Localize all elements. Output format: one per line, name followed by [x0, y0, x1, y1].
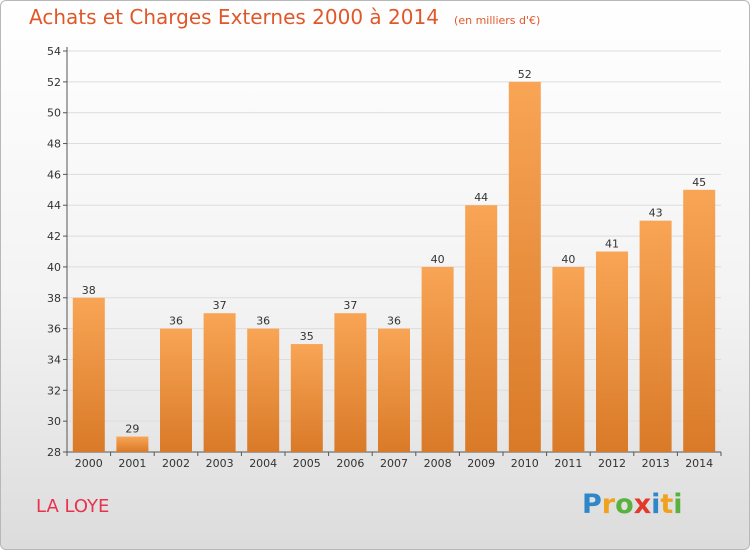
x-tick-label-2008: 2008 [424, 457, 452, 470]
y-tick-label: 46 [47, 168, 61, 181]
bar-2010 [508, 81, 541, 452]
bar-2002 [160, 328, 192, 452]
x-tick-label-2002: 2002 [162, 457, 190, 470]
x-tick-label-2010: 2010 [511, 457, 539, 470]
data-label-2008: 40 [431, 253, 445, 266]
data-label-2005: 35 [300, 330, 314, 343]
bar-2000 [72, 297, 105, 452]
bar-2004 [247, 328, 280, 452]
y-tick-label: 38 [47, 292, 61, 305]
chart-title: Achats et Charges Externes 2000 à 2014 [29, 5, 439, 29]
bar-2014 [683, 189, 716, 453]
data-label-2007: 36 [387, 315, 401, 328]
x-tick-label-2014: 2014 [685, 457, 713, 470]
y-tick-label: 44 [47, 199, 61, 212]
data-label-2001: 29 [125, 423, 139, 436]
x-tick-label-2005: 2005 [293, 457, 321, 470]
bar-2012 [596, 251, 628, 452]
x-tick-labels: 2000 2001 2002 2003 2004 2005 2006 2007 2008 2009… [75, 457, 713, 470]
x-tick-label-2004: 2004 [249, 457, 277, 470]
logo-letter: t [660, 489, 674, 520]
bar-2007 [378, 328, 410, 452]
commune-name: LA LOYE [36, 496, 110, 517]
bar-2003 [203, 313, 236, 452]
x-tick-label-2012: 2012 [598, 457, 626, 470]
data-label-2010: 52 [518, 68, 532, 81]
data-label-2011: 40 [561, 253, 575, 266]
logo-letter: i [651, 489, 661, 520]
data-labels: 38 29 36 37 36 35 37 36 40 44 52 40 41 43 45 [82, 68, 706, 436]
x-tick-label-2006: 2006 [336, 457, 364, 470]
data-label-2009: 44 [474, 191, 488, 204]
bar-2001 [116, 436, 149, 452]
data-label-2002: 36 [169, 315, 183, 328]
y-tick-label: 40 [47, 261, 61, 274]
x-tick-label-2013: 2013 [642, 457, 670, 470]
data-label-2014: 45 [692, 176, 706, 189]
data-label-2012: 41 [605, 238, 619, 251]
logo-letter: r [601, 489, 616, 520]
y-tick-label: 30 [47, 415, 61, 428]
y-tick-label: 48 [47, 138, 61, 151]
logo-letter: x [633, 489, 652, 520]
data-label-2003: 37 [213, 299, 227, 312]
y-tick-label: 52 [47, 76, 61, 89]
y-tick-label: 28 [47, 446, 61, 459]
x-tick-label-2011: 2011 [554, 457, 582, 470]
bars [72, 81, 716, 453]
y-tick-label: 50 [47, 107, 61, 120]
bar-2005 [290, 344, 323, 452]
data-label-2004: 36 [256, 315, 270, 328]
x-tick-label-2000: 2000 [75, 457, 103, 470]
bar-2009 [465, 205, 498, 452]
x-tick-label-2003: 2003 [206, 457, 234, 470]
chart-subtitle: (en milliers d'€) [454, 14, 541, 27]
title-block: Achats et Charges Externes 2000 à 2014 (… [29, 5, 540, 29]
y-tick-label: 36 [47, 323, 61, 336]
data-label-2013: 43 [649, 207, 663, 220]
x-tick-label-2001: 2001 [118, 457, 146, 470]
data-label-2006: 37 [343, 299, 357, 312]
proxiti-logo[interactable]: Proxiti [582, 489, 683, 520]
y-tick-label: 34 [47, 353, 61, 366]
y-tick-labels: 28 30 32 34 36 38 40 42 44 46 48 50 52 54 [47, 45, 61, 459]
bar-2006 [334, 313, 367, 452]
logo-letter: P [582, 489, 602, 520]
bar-2008 [421, 266, 454, 452]
logo-letter: i [673, 489, 683, 520]
y-tick-label: 54 [47, 45, 61, 58]
x-tick-label-2009: 2009 [467, 457, 495, 470]
bar-2013 [639, 220, 672, 452]
data-label-2000: 38 [82, 284, 96, 297]
bar-2011 [552, 266, 585, 452]
y-tick-label: 42 [47, 230, 61, 243]
x-tick-label-2007: 2007 [380, 457, 408, 470]
y-tick-label: 32 [47, 384, 61, 397]
logo-letter: o [615, 489, 634, 520]
